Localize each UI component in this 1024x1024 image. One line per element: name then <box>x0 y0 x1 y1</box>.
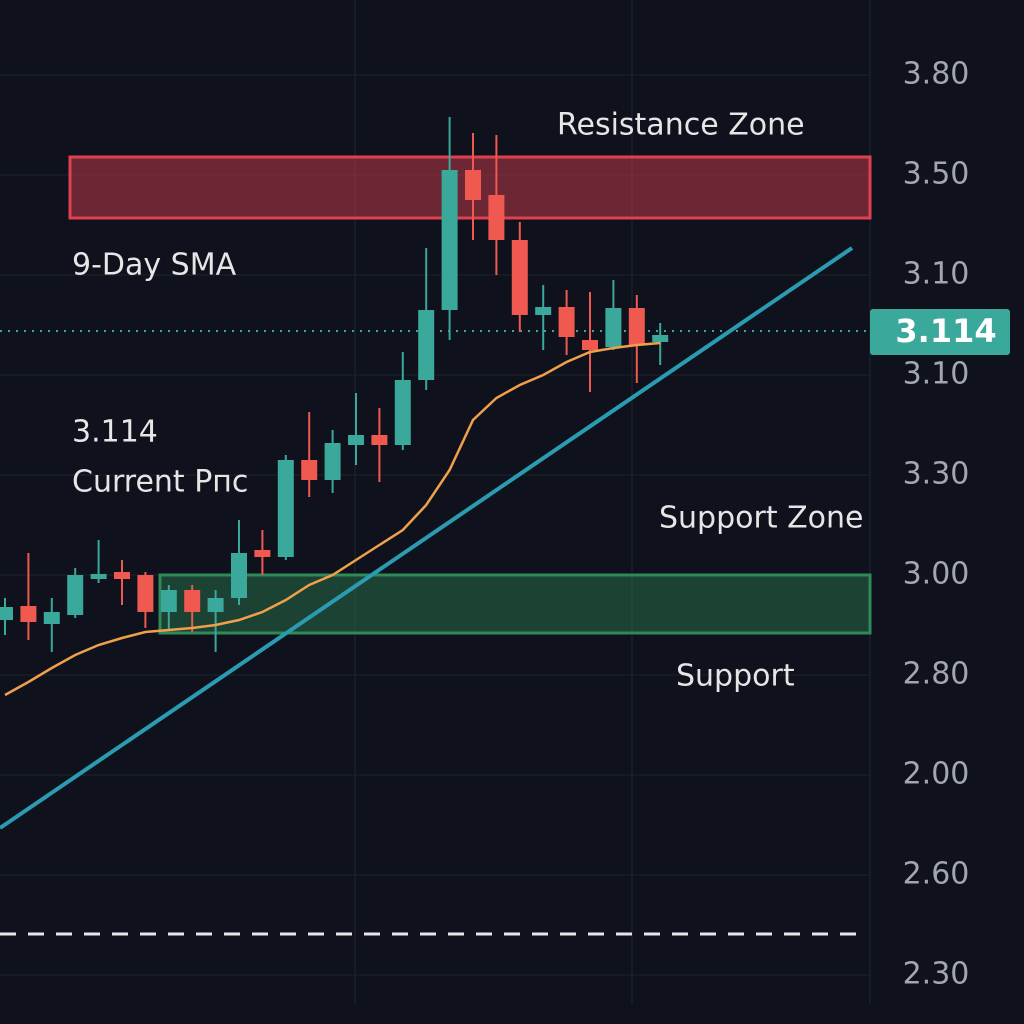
candle-body <box>465 170 481 200</box>
candle-body <box>628 308 645 345</box>
candle-body <box>324 443 341 480</box>
candle-body <box>254 550 271 557</box>
y-tick-label: 3.10 <box>903 357 970 392</box>
candle-body <box>43 612 60 624</box>
price-badge <box>870 309 1010 355</box>
candle-body <box>394 380 411 445</box>
sma <box>4 341 661 697</box>
sma-line <box>4 341 661 697</box>
candle-body <box>558 307 575 337</box>
y-tick-label: 2.80 <box>903 657 970 692</box>
candle-body <box>488 195 505 240</box>
y-tick-label: 2.00 <box>903 757 970 792</box>
annotation: Support Zone <box>659 501 864 536</box>
candle-body <box>90 574 107 579</box>
y-tick-label: 3.30 <box>903 457 970 492</box>
candle-body <box>605 308 622 347</box>
candle-body <box>20 606 37 622</box>
candle-body <box>535 307 552 315</box>
candle-body <box>301 460 318 480</box>
annotation: Resistance Zone <box>557 108 805 143</box>
trend-line <box>0 246 854 830</box>
annotation: 3.114 <box>72 415 158 450</box>
candle-body <box>441 170 458 310</box>
candle-body <box>0 607 13 620</box>
candle-body <box>184 590 201 612</box>
candle-body <box>160 590 177 612</box>
price-badge-text: 3.114 <box>895 312 996 350</box>
candle-body <box>231 553 247 598</box>
annotation: Current Pпс <box>72 465 248 500</box>
y-tick-label: 3.80 <box>903 57 970 92</box>
candle-body <box>67 575 84 615</box>
candle-body <box>137 575 154 612</box>
candle-body <box>114 572 130 579</box>
candle-body <box>418 310 435 380</box>
candles <box>0 117 669 652</box>
candle-body <box>277 460 294 557</box>
legend-label: 9-Day SMA <box>72 248 237 283</box>
zone <box>158 573 872 635</box>
candle-body <box>511 240 528 315</box>
annotation: Support <box>676 659 795 694</box>
candle-body <box>207 598 224 612</box>
y-axis: 3.80 3.50 3.10 3.10 3.30 3.00 2.80 2.00 2.60 2.30 <box>903 57 970 992</box>
candle-body <box>371 435 388 445</box>
y-tick-label: 2.60 <box>903 857 970 892</box>
y-tick-label: 3.50 <box>903 157 970 192</box>
candle-body <box>582 340 598 350</box>
y-tick-label: 2.30 <box>903 957 970 992</box>
candle-body <box>348 435 364 445</box>
candle-body <box>652 335 669 342</box>
y-tick-label: 3.00 <box>903 557 970 592</box>
y-tick-label: 3.10 <box>903 257 970 292</box>
